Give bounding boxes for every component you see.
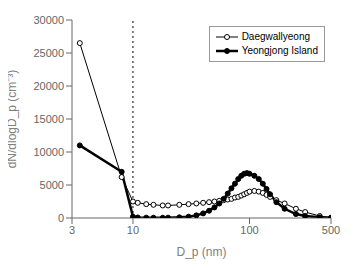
svg-text:25000: 25000 <box>33 47 64 59</box>
svg-text:3: 3 <box>69 224 75 236</box>
svg-text:5000: 5000 <box>40 179 64 191</box>
svg-text:10000: 10000 <box>33 146 64 158</box>
svg-text:0: 0 <box>58 212 64 224</box>
svg-text:dN/dlogD_p (cm⁻³): dN/dlogD_p (cm⁻³) <box>8 70 19 169</box>
html-text:Yeongjong Island: Yeongjong Island <box>241 45 318 56</box>
svg-text:30000: 30000 <box>33 14 64 26</box>
svg-text:10: 10 <box>127 224 139 236</box>
svg-text:20000: 20000 <box>33 80 64 92</box>
svg-text:15000: 15000 <box>33 113 64 125</box>
svg-text:D_p (nm): D_p (nm) <box>176 245 226 259</box>
html-text:Daegwallyeong: Daegwallyeong <box>241 31 310 42</box>
svg-text:500: 500 <box>322 224 340 236</box>
svg-text:100: 100 <box>240 224 258 236</box>
